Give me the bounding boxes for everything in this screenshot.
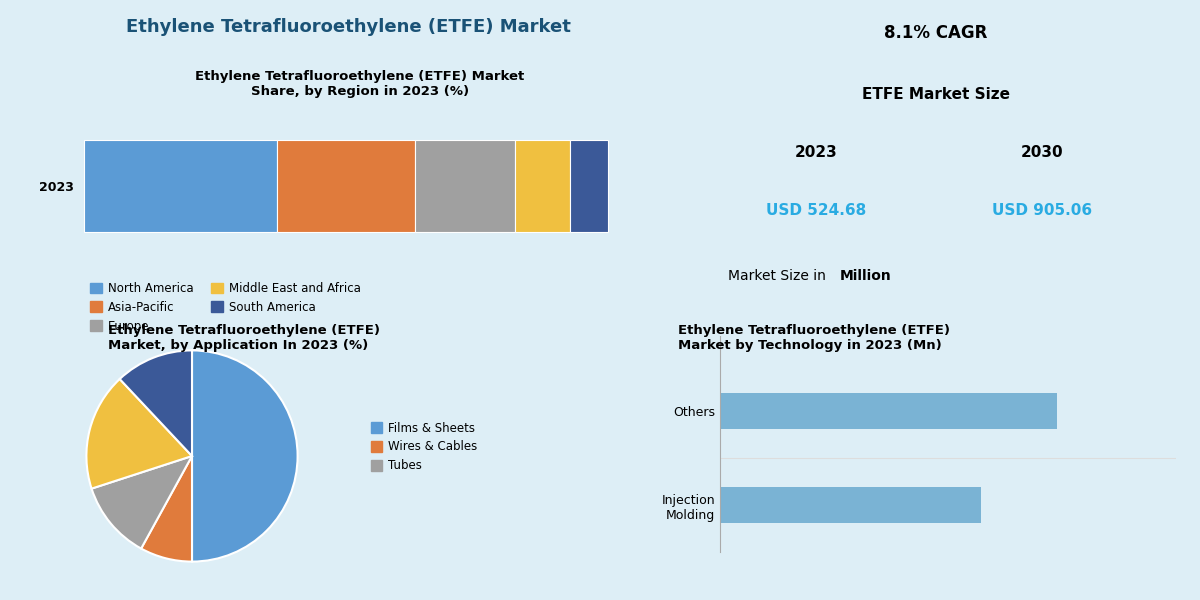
- Bar: [415, 140, 515, 232]
- Text: ETFE Market Size: ETFE Market Size: [862, 88, 1010, 103]
- Bar: [570, 140, 608, 232]
- Text: USD 524.68: USD 524.68: [766, 203, 866, 218]
- Legend: North America, Asia-Pacific, Europe, Middle East and Africa, South America: North America, Asia-Pacific, Europe, Mid…: [90, 282, 360, 333]
- Text: 8.1% CAGR: 8.1% CAGR: [884, 24, 988, 42]
- Text: Ethylene Tetrafluoroethylene (ETFE) Market: Ethylene Tetrafluoroethylene (ETFE) Mark…: [126, 18, 570, 36]
- Text: Market Size in: Market Size in: [728, 269, 830, 283]
- Wedge shape: [120, 350, 192, 456]
- Wedge shape: [142, 456, 192, 562]
- Bar: [515, 140, 570, 232]
- Text: Ethylene Tetrafluoroethylene (ETFE)
Market, by Application In 2023 (%): Ethylene Tetrafluoroethylene (ETFE) Mark…: [108, 324, 380, 352]
- Wedge shape: [192, 350, 298, 562]
- Text: USD 905.06: USD 905.06: [991, 203, 1092, 218]
- Bar: [720, 487, 980, 523]
- Legend: Films & Sheets, Wires & Cables, Tubes: Films & Sheets, Wires & Cables, Tubes: [366, 417, 482, 477]
- Title: Ethylene Tetrafluoroethylene (ETFE) Market
Share, by Region in 2023 (%): Ethylene Tetrafluoroethylene (ETFE) Mark…: [196, 70, 524, 98]
- Wedge shape: [86, 379, 192, 488]
- Text: 2030: 2030: [1020, 145, 1063, 160]
- Bar: [277, 140, 415, 232]
- Text: 2023: 2023: [794, 145, 838, 160]
- Bar: [720, 393, 1056, 429]
- Wedge shape: [91, 456, 192, 548]
- Text: Ethylene Tetrafluoroethylene (ETFE)
Market by Technology in 2023 (Mn): Ethylene Tetrafluoroethylene (ETFE) Mark…: [678, 324, 950, 352]
- Text: Million: Million: [840, 269, 892, 283]
- Bar: [84, 140, 277, 232]
